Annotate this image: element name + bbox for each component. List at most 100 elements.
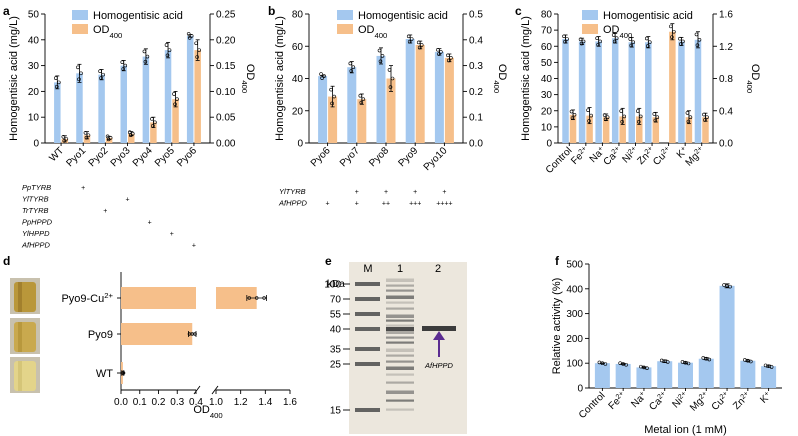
gel-lane1-band-5: [386, 307, 414, 310]
panel-c-legend-od: OD400: [603, 24, 632, 40]
gel-lane1-band-10: [386, 336, 414, 339]
panel-a-gene-YlTYRB: YlTYRB: [22, 195, 49, 204]
panel-c-hga-8-point-1: [697, 37, 702, 42]
panel-a-hga-4-point-1: [145, 54, 150, 59]
panel-a-hga-2-point-0: [98, 69, 102, 73]
gel-lane1-band-12: [386, 348, 414, 352]
panel-f-bar-8: [761, 366, 777, 388]
panel-c-od-3-point-1: [622, 114, 626, 119]
gel-marker-label-55: 55: [330, 310, 342, 321]
panel-b-bar-hga-0: [318, 76, 328, 143]
gel-lane1-band-2: [386, 289, 414, 292]
panel-c-hga-3-point-2: [612, 39, 617, 44]
panel-a-y2tick-label-1: 0.05: [216, 113, 236, 124]
panel-b-hga-3-point-1: [409, 37, 414, 41]
panel-b-y2tick-label-2: 0.2: [469, 87, 483, 98]
panel-c-bar-od-8: [702, 117, 709, 143]
culture-photo-0: [10, 278, 40, 314]
panel-a-xtick-label-6: Pyo6: [175, 145, 199, 169]
panel-c-od-0-point-1: [572, 112, 577, 117]
panel-c-bar-hga-3: [611, 38, 619, 143]
panel-a-hga-5-point-0: [164, 43, 169, 47]
panel-b-od-4-point-1: [449, 56, 453, 60]
panel-f-point-7-2: [749, 359, 753, 364]
panel-a-od-1-point-0: [83, 131, 88, 135]
panel-c-y2tick-label-0: 0.0: [719, 139, 733, 150]
panel-a-legend-swatch-hga: [72, 10, 88, 20]
gel-unit-label: kDa: [327, 279, 345, 290]
gel-lane1-band-15: [386, 366, 414, 370]
panel-b-hga-4-point-0: [436, 47, 440, 52]
panel-c-od-5-point-0: [652, 112, 657, 116]
panel-c-hga-0-point-1: [565, 37, 569, 41]
panel-a-od-5-point-1: [175, 97, 179, 101]
gel-lane1-band-16: [386, 373, 414, 376]
panel-b-hga-0-point-0: [319, 72, 323, 76]
panel-a-bar-od-2: [105, 137, 113, 143]
panel-b-gene-AfHPPD-mark-2: ++: [382, 201, 390, 208]
panel-f-xtick-label-5: Mg2+: [688, 390, 712, 414]
panel-a-hga-1-point-2: [77, 77, 81, 82]
gel-lane1-band-7: [386, 319, 414, 322]
panel-b-bar-hga-2: [376, 55, 386, 143]
panel-f-point-4-2: [686, 361, 691, 366]
panel-a-y2tick-label-3: 0.15: [216, 61, 236, 72]
gel-marker-label-15: 15: [330, 406, 342, 417]
panel-a-od-6-point-0: [194, 41, 198, 46]
panel-c-hga-3-point-0: [611, 33, 616, 37]
panel-c-ylabel: Homogentisic acid (mg/L): [520, 16, 532, 141]
panel-f-point-5-2: [707, 357, 712, 362]
panel-a-hga-6-point-2: [187, 36, 192, 40]
panel-c-od-0-point-2: [570, 116, 575, 120]
panel-b-legend-swatch-od: [337, 24, 353, 34]
panel-a-gene-YlHPPD: YlHPPD: [22, 229, 50, 238]
panel-b-ytick-label-1: 20: [292, 106, 304, 117]
panel-d-axis-break-2: [211, 385, 219, 395]
gel-marker-label-35: 35: [330, 345, 342, 356]
culture-tube-shade-2: [18, 361, 22, 391]
panel-c-y2tick-label-3: 1.2: [719, 42, 733, 53]
gel-marker-band-70: [355, 297, 380, 301]
panel-c-ytick-label-7: 70: [541, 26, 553, 37]
panel-a-xtick-label-2: Pyo2: [87, 145, 111, 169]
panel-a-gene-PpTYRB: PpTYRB: [22, 183, 51, 192]
gel-lane1-band-8: [386, 324, 414, 327]
panel-d-xtick-label-0: 0.0: [114, 397, 128, 408]
panel-a-gene-TrTYRB: TrTYRB: [22, 206, 49, 215]
panel-d-point-0-1: [255, 296, 259, 300]
panel-f-bar-5: [698, 358, 714, 388]
panel-a-od-0-point-2: [62, 139, 67, 143]
panel-a-hga-6-point-1: [189, 34, 194, 38]
gel-lane-label-1: 1: [397, 263, 403, 275]
panel-f-point-3-2: [665, 360, 670, 364]
panel-a-od-1-point-2: [84, 135, 89, 140]
panel-a-gene-YlHPPD-mark-5: +: [170, 231, 174, 238]
panel-f-xlabel: Metal ion (1 mM): [644, 424, 727, 436]
panel-a-bar-hga-6: [186, 35, 194, 143]
panel-d-xtick-label-4: 0.4: [189, 397, 203, 408]
panel-a-hga-3-point-1: [123, 63, 128, 68]
panel-a-y2tick-label-0: 0.00: [216, 139, 236, 150]
panel-c-hga-0-point-2: [563, 39, 567, 44]
panel-b-od-1-point-2: [359, 100, 364, 105]
panel-c-ytick-label-6: 60: [541, 42, 553, 53]
culture-photo-2: [10, 357, 40, 393]
panel-c-ytick-label-0: 0: [546, 139, 552, 150]
panel-b-od-4-point-2: [447, 58, 451, 63]
panel-b-bar-hga-1: [347, 67, 357, 143]
panel-a-bar-hga-2: [98, 74, 105, 143]
panel-f-bar-2: [636, 367, 652, 388]
panel-a-ytick-label-3: 30: [28, 61, 40, 72]
panel-c-bar-od-2: [602, 117, 610, 143]
panel-f-point-1-2: [624, 362, 628, 367]
panel-a-hga-3-point-0: [120, 60, 125, 64]
panel-b-od-0-point-1: [332, 94, 336, 99]
panel-c-od-6-point-2: [670, 35, 674, 39]
panel-label-e: e: [325, 254, 332, 268]
panel-c-bar-hga-2: [595, 41, 602, 143]
panel-c-legend-swatch-od: [582, 24, 598, 34]
gel-lane1-band-9: [386, 330, 414, 334]
panel-c-od-3-point-2: [620, 119, 624, 124]
panel-a-bar-hga-5: [164, 50, 172, 144]
